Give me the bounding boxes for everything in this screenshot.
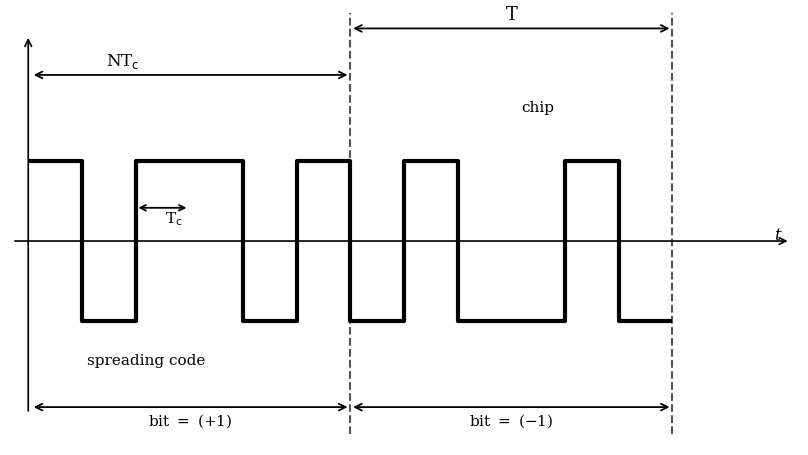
- Text: bit $=$ ($-$1): bit $=$ ($-$1): [469, 412, 553, 430]
- Text: T: T: [506, 6, 517, 25]
- Text: NT$_\mathrm{c}$: NT$_\mathrm{c}$: [106, 52, 140, 71]
- Text: bit $=$ (+1): bit $=$ (+1): [149, 412, 233, 430]
- Text: spreading code: spreading code: [87, 354, 205, 368]
- Text: chip: chip: [522, 101, 555, 115]
- Text: T$_\mathrm{c}$: T$_\mathrm{c}$: [165, 211, 183, 228]
- Text: t: t: [774, 227, 781, 244]
